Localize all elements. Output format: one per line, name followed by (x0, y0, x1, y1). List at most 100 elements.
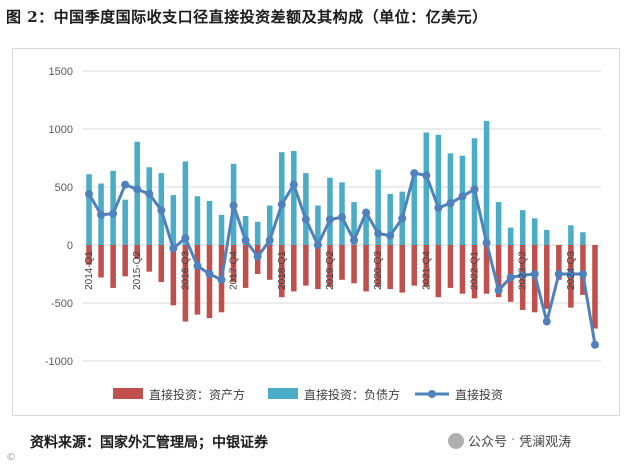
net-point (145, 189, 154, 198)
net-point (85, 189, 94, 198)
liabilities-bar (254, 221, 261, 245)
watermark-separator: · (511, 433, 516, 448)
liabilities-bar (495, 202, 502, 245)
y-tick-label: -500 (51, 298, 73, 310)
source-note: 资料来源：国家外汇管理局；中银证券 (30, 435, 268, 451)
liabilities-bar (315, 205, 321, 245)
net-point (289, 180, 298, 189)
x-tick-label: 2018-Q1 (277, 251, 288, 290)
assets-bar (315, 245, 321, 290)
assets-bar (387, 245, 393, 290)
liabilities-bar (278, 152, 285, 245)
assets-bar (483, 245, 490, 294)
net-point (229, 201, 238, 210)
assets-bar (230, 245, 237, 283)
watermark-name: 凭澜观涛 (519, 435, 572, 450)
liabilities-bar (218, 214, 225, 245)
x-tick-label: 2024-Q3 (566, 251, 577, 290)
assets-bar (242, 245, 249, 288)
liabilities-bar (327, 177, 333, 245)
net-point (109, 209, 118, 218)
assets-bar (592, 245, 598, 329)
net-point (482, 238, 491, 247)
liabilities-bar (580, 232, 586, 245)
liabilities-bar (423, 132, 430, 245)
liabilities-bar (182, 161, 189, 245)
assets-bar (170, 245, 177, 306)
assets-bar (110, 245, 116, 288)
x-tick-layer: 2014-Q1 2015-Q2 2016-Q3 2017-Q4 2018-Q1 2019-… (84, 251, 577, 290)
net-point (446, 199, 455, 208)
assets-bar (556, 245, 562, 280)
net-point (241, 236, 250, 245)
grid-layer: 1500 1000 500 0 -500 -1000 (45, 66, 601, 368)
assets-bar (544, 245, 550, 309)
net-point (338, 213, 346, 222)
net-point (494, 286, 503, 295)
assets-bar (266, 245, 273, 280)
x-tick-label: 2022-Q1 (470, 251, 481, 290)
liabilities-bar (291, 151, 297, 245)
assets-bar (291, 245, 297, 292)
liabilities-bar (375, 169, 381, 245)
net-point (169, 244, 178, 253)
assets-bar (447, 245, 454, 288)
liabilities-bar (387, 193, 393, 245)
liabilities-bar (435, 134, 442, 245)
assets-bar (363, 245, 369, 292)
y-tick-label: -1000 (45, 356, 73, 368)
net-point (205, 270, 214, 278)
figure-title: 图 2：中国季度国际收支口径直接投资差额及其构成（单位：亿美元） (6, 8, 488, 26)
net-point (362, 208, 371, 217)
assets-bar (351, 245, 357, 284)
assets-bar (435, 245, 442, 298)
line-layer (85, 169, 599, 349)
net-point (590, 340, 599, 349)
legend-label: 直接投资：资产方 (149, 387, 245, 402)
liabilities-bar (194, 196, 201, 245)
assets-bar (194, 245, 201, 315)
liabilities-bar (519, 210, 526, 245)
assets-bar (327, 245, 333, 287)
net-point (422, 171, 431, 180)
net-point (325, 215, 334, 224)
net-point (301, 215, 310, 224)
net-point (350, 236, 359, 245)
assets-bar (471, 245, 478, 299)
x-tick-label: 2017-Q4 (229, 251, 240, 290)
assets-bar (339, 245, 345, 280)
net-point (506, 273, 515, 282)
net-point (374, 229, 383, 238)
liabilities-bar (507, 227, 514, 245)
legend-marker (428, 390, 436, 398)
liabilities-bar (483, 120, 490, 245)
x-tick-label: 2016-Q3 (180, 251, 191, 290)
liabilities-bar (447, 153, 454, 245)
net-point (181, 234, 190, 243)
liabilities-bar (146, 167, 153, 245)
assets-bar (507, 245, 514, 302)
y-tick-label: 1000 (49, 124, 73, 136)
net-point (410, 169, 419, 178)
x-tick-label: 2014-Q1 (84, 251, 95, 290)
net-point (518, 271, 527, 280)
net-point (265, 236, 274, 245)
assets-bar (158, 245, 165, 283)
assets-bar (459, 245, 466, 294)
legend-swatch (268, 388, 298, 399)
net-point (398, 214, 407, 223)
assets-bar (134, 245, 140, 259)
net-point (530, 270, 539, 278)
liabilities-bar (242, 216, 249, 245)
assets-bar (495, 245, 502, 298)
liabilities-bar (363, 213, 369, 245)
assets-bar (411, 245, 418, 286)
net-point (470, 185, 479, 194)
x-tick-label: 2019-Q2 (325, 251, 336, 290)
liabilities-bar (170, 195, 177, 245)
legend-label: 直接投资：负债方 (304, 387, 400, 402)
net-point (313, 241, 322, 249)
net-point (566, 270, 575, 278)
assets-bar (423, 245, 430, 287)
legend-label: 直接投资 (455, 387, 503, 402)
